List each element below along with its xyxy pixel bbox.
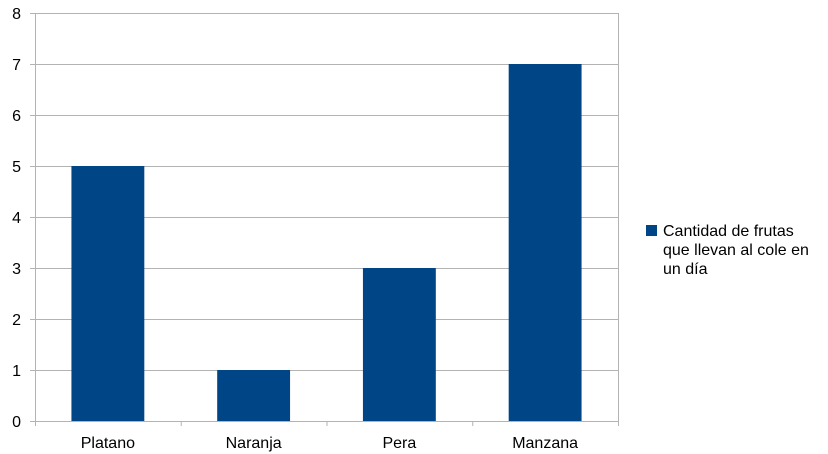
- legend-swatch: [646, 225, 657, 236]
- x-tick-label-platano: Platano: [81, 435, 135, 452]
- y-tick-label-2: 2: [12, 312, 21, 329]
- y-tick-label-3: 3: [12, 261, 21, 278]
- bar-pera: [362, 268, 436, 421]
- x-tick-label-pera: Pera: [382, 435, 416, 452]
- y-tick-label-4: 4: [12, 210, 21, 227]
- x-tick-labels: Platano Naranja Pera Manzana: [81, 435, 578, 452]
- y-tick-label-5: 5: [12, 159, 21, 176]
- y-tick-label-1: 1: [12, 363, 21, 380]
- legend: Cantidad de frutas que llevan al cole en…: [646, 222, 828, 279]
- bars: [71, 64, 582, 421]
- axes: [30, 13, 619, 426]
- bar-platano: [71, 166, 145, 421]
- legend-label: Cantidad de frutas que llevan al cole en…: [663, 223, 809, 278]
- y-tick-label-7: 7: [12, 57, 21, 74]
- x-tick-label-manzana: Manzana: [512, 435, 578, 452]
- y-tick-labels: 0 1 2 3 4 5 6 7 8: [12, 6, 21, 431]
- y-tick-label-8: 8: [12, 6, 21, 23]
- bar-naranja: [217, 370, 291, 421]
- bar-manzana: [508, 64, 582, 421]
- y-tick-label-6: 6: [12, 108, 21, 125]
- x-tick-label-naranja: Naranja: [226, 435, 282, 452]
- y-tick-label-0: 0: [12, 414, 21, 431]
